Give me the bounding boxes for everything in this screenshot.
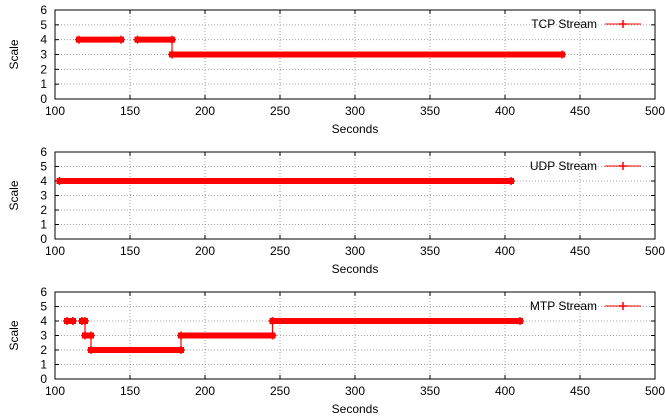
x-tick-label: 450 [570, 244, 590, 258]
y-axis-title: Scale [7, 180, 21, 210]
plot-frame [54, 291, 656, 380]
x-tick-label: 450 [570, 384, 590, 398]
x-tick-label: 350 [420, 104, 440, 118]
series-mtp-stream [63, 317, 524, 354]
y-tick-label: 5 [40, 160, 47, 174]
x-axis-title: Seconds [332, 262, 379, 276]
x-tick-label: 250 [270, 384, 290, 398]
y-tick-label: 1 [40, 358, 47, 372]
x-tick-label: 150 [120, 244, 140, 258]
y-tick-label: 1 [40, 77, 47, 91]
y-tick-label: 4 [40, 314, 47, 328]
y-tick-label: 5 [40, 18, 47, 32]
y-tick-label: 6 [40, 145, 47, 159]
legend-label: MTP Stream [530, 299, 597, 313]
series-tcp-stream [75, 35, 566, 59]
legend-label: TCP Stream [531, 17, 597, 31]
x-tick-label: 200 [195, 104, 215, 118]
y-axis-title: Scale [7, 39, 21, 69]
x-tick-label: 200 [195, 384, 215, 398]
x-tick-label: 300 [345, 384, 365, 398]
y-tick-label: 6 [40, 3, 47, 17]
y-tick-label: 0 [40, 372, 47, 386]
x-tick-label: 450 [570, 104, 590, 118]
plot-frame [54, 9, 656, 100]
y-tick-label: 0 [40, 92, 47, 106]
x-tick-label: 400 [495, 104, 515, 118]
x-tick-label: 300 [345, 104, 365, 118]
x-tick-label: 250 [270, 244, 290, 258]
x-tick-label: 200 [195, 244, 215, 258]
x-tick-label: 400 [495, 244, 515, 258]
y-tick-label: 4 [40, 33, 47, 47]
y-tick-label: 2 [40, 203, 47, 217]
y-tick-label: 3 [40, 189, 47, 203]
y-tick-label: 1 [40, 218, 47, 232]
x-tick-label: 100 [45, 104, 65, 118]
x-tick-label: 250 [270, 104, 290, 118]
x-tick-label: 500 [645, 384, 665, 398]
x-tick-label: 350 [420, 384, 440, 398]
x-tick-label: 150 [120, 384, 140, 398]
x-tick-label: 500 [645, 104, 665, 118]
x-tick-label: 300 [345, 244, 365, 258]
y-tick-label: 2 [40, 343, 47, 357]
y-axis-title: Scale [7, 320, 21, 350]
y-tick-label: 3 [40, 48, 47, 62]
plot-frame [54, 151, 656, 240]
x-tick-label: 400 [495, 384, 515, 398]
y-tick-label: 2 [40, 62, 47, 76]
legend-label: UDP Stream [530, 159, 597, 173]
y-tick-label: 0 [40, 232, 47, 246]
x-axis-title: Seconds [332, 122, 379, 136]
x-tick-label: 100 [45, 384, 65, 398]
x-tick-label: 500 [645, 244, 665, 258]
y-tick-label: 3 [40, 329, 47, 343]
x-tick-label: 150 [120, 104, 140, 118]
x-tick-label: 350 [420, 244, 440, 258]
x-axis-title: Seconds [332, 402, 379, 416]
x-tick-label: 100 [45, 244, 65, 258]
y-tick-label: 6 [40, 285, 47, 299]
y-tick-label: 4 [40, 174, 47, 188]
y-tick-label: 5 [40, 300, 47, 314]
series-udp-stream [55, 177, 515, 185]
